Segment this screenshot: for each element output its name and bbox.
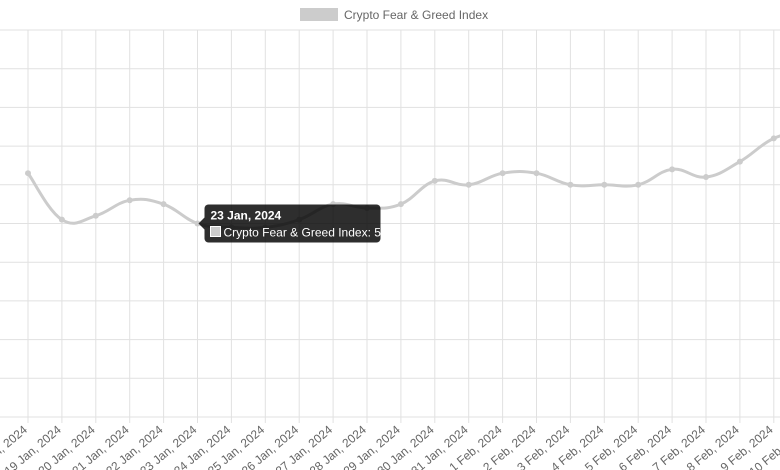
legend-label[interactable]: Crypto Fear & Greed Index: [344, 8, 488, 22]
point: [499, 170, 506, 177]
point: [25, 170, 31, 177]
point: [194, 220, 201, 227]
tooltip-title: 23 Jan, 2024: [211, 209, 282, 223]
point: [465, 181, 472, 188]
line: [26, 134, 780, 230]
point: [533, 170, 540, 177]
point: [126, 197, 133, 204]
point: [567, 181, 574, 188]
point: [736, 158, 743, 165]
point: [160, 201, 167, 208]
point: [58, 216, 65, 223]
point: [92, 212, 99, 219]
legend-swatch[interactable]: [300, 8, 338, 21]
point: [703, 174, 709, 181]
tooltip-label: Crypto Fear & Greed Index: 50: [224, 226, 388, 240]
point: [431, 177, 438, 184]
tooltip-caret: [198, 217, 205, 230]
point: [601, 181, 608, 188]
point: [635, 181, 642, 188]
point: [669, 166, 676, 173]
tooltip-box: [204, 204, 381, 243]
point: [770, 135, 777, 142]
point: [397, 201, 404, 208]
tooltip: 23 Jan, 2024 Crypto Fear & Greed Index: 5…: [198, 204, 388, 243]
tooltip-swatch: [210, 226, 221, 237]
